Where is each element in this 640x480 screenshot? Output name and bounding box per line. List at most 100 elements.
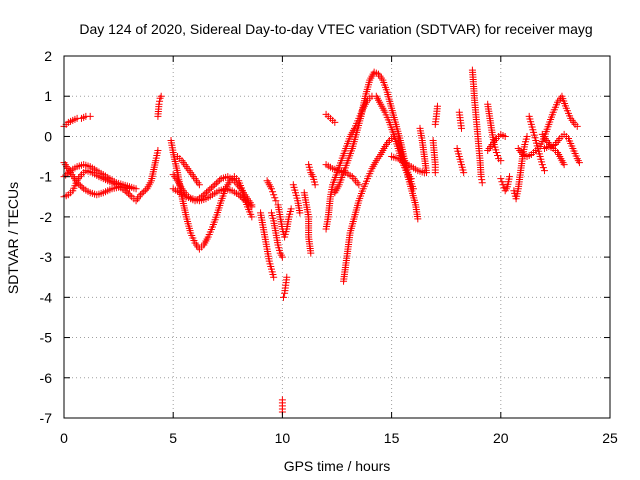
x-tick-label: 0 xyxy=(60,430,68,446)
y-tick-label: -2 xyxy=(40,209,53,225)
x-tick-label: 15 xyxy=(384,430,400,446)
data-point xyxy=(198,193,206,201)
data-point xyxy=(140,188,148,196)
data-point xyxy=(76,182,84,190)
y-tick-label: 1 xyxy=(44,88,52,104)
data-point xyxy=(478,176,486,184)
y-tick-label: -6 xyxy=(40,370,53,386)
plot-frame xyxy=(63,55,611,419)
data-point xyxy=(212,179,220,187)
data-point xyxy=(157,92,165,100)
data-point xyxy=(156,97,164,105)
data-point xyxy=(307,249,315,257)
data-points xyxy=(60,66,583,416)
data-point xyxy=(216,176,224,184)
data-point xyxy=(390,132,398,140)
data-point xyxy=(238,194,246,202)
data-point xyxy=(355,181,363,189)
data-point xyxy=(73,179,81,187)
data-point xyxy=(498,178,506,186)
data-point xyxy=(539,164,547,172)
x-axis-label: GPS time / hours xyxy=(284,458,391,474)
data-point xyxy=(270,273,278,281)
data-point xyxy=(431,120,439,128)
data-point xyxy=(236,192,244,200)
data-point xyxy=(271,194,279,202)
data-point xyxy=(207,184,215,192)
data-point xyxy=(214,178,222,186)
data-point xyxy=(272,197,280,205)
data-point xyxy=(270,191,278,199)
data-point xyxy=(497,157,505,165)
data-point xyxy=(431,169,439,177)
data-point xyxy=(204,187,212,195)
data-point xyxy=(209,182,217,190)
data-point xyxy=(126,185,134,193)
data-point xyxy=(248,213,256,221)
x-tick-label: 10 xyxy=(275,430,291,446)
y-tick-label: -1 xyxy=(40,169,53,185)
data-point xyxy=(538,161,546,169)
y-tick-label: -7 xyxy=(40,410,53,426)
data-point xyxy=(278,253,286,261)
y-tick-label: 0 xyxy=(44,128,52,144)
data-point xyxy=(201,190,209,198)
data-point xyxy=(506,173,514,181)
data-point xyxy=(203,188,211,196)
data-point xyxy=(132,185,140,193)
data-point xyxy=(123,188,131,196)
y-tick-label: -5 xyxy=(40,330,53,346)
data-point xyxy=(497,175,505,183)
data-point xyxy=(457,124,465,132)
data-point xyxy=(154,147,162,155)
data-point xyxy=(281,289,289,297)
data-point xyxy=(423,169,431,177)
data-point xyxy=(523,132,531,140)
data-point xyxy=(494,152,502,160)
grid-lines xyxy=(64,56,610,418)
data-point xyxy=(75,180,83,188)
data-point xyxy=(138,189,146,197)
data-point xyxy=(195,181,203,189)
data-point xyxy=(155,100,163,108)
data-point xyxy=(211,181,219,189)
data-point xyxy=(269,188,277,196)
data-point xyxy=(126,191,134,199)
data-point xyxy=(235,191,243,199)
data-point xyxy=(296,209,304,217)
x-tick-label: 25 xyxy=(602,430,618,446)
data-point xyxy=(414,215,422,223)
x-tick-label: 20 xyxy=(493,430,509,446)
data-point xyxy=(136,191,144,199)
data-point xyxy=(501,132,509,140)
data-point xyxy=(199,191,207,199)
data-point xyxy=(573,122,581,130)
data-point xyxy=(141,186,149,194)
data-point xyxy=(311,181,319,189)
data-point xyxy=(86,112,94,120)
y-tick-label: -3 xyxy=(40,249,53,265)
chart-title: Day 124 of 2020, Sidereal Day-to-day VTE… xyxy=(79,21,592,37)
y-tick-label: 2 xyxy=(44,48,52,64)
data-point xyxy=(477,173,485,181)
data-point xyxy=(560,161,568,169)
data-point xyxy=(248,201,256,209)
data-point xyxy=(460,169,468,177)
data-point xyxy=(279,293,287,301)
data-point xyxy=(78,183,86,191)
data-point xyxy=(499,181,507,189)
data-point xyxy=(575,159,583,167)
data-point xyxy=(124,190,132,198)
x-tick-label: 5 xyxy=(169,430,177,446)
data-point xyxy=(478,179,486,187)
axis-ticks: 0 5 10 15 20 25 -7 -6 -5 -4 -3 -2 -1 0 1 2 xyxy=(40,48,618,446)
data-point xyxy=(206,185,214,193)
data-point xyxy=(331,118,339,126)
y-tick-label: -4 xyxy=(40,289,53,305)
data-point xyxy=(267,185,275,193)
data-point xyxy=(540,167,548,175)
data-point xyxy=(492,149,500,157)
data-point xyxy=(62,171,70,179)
y-axis-label: SDTVAR / TECUs xyxy=(5,182,21,294)
